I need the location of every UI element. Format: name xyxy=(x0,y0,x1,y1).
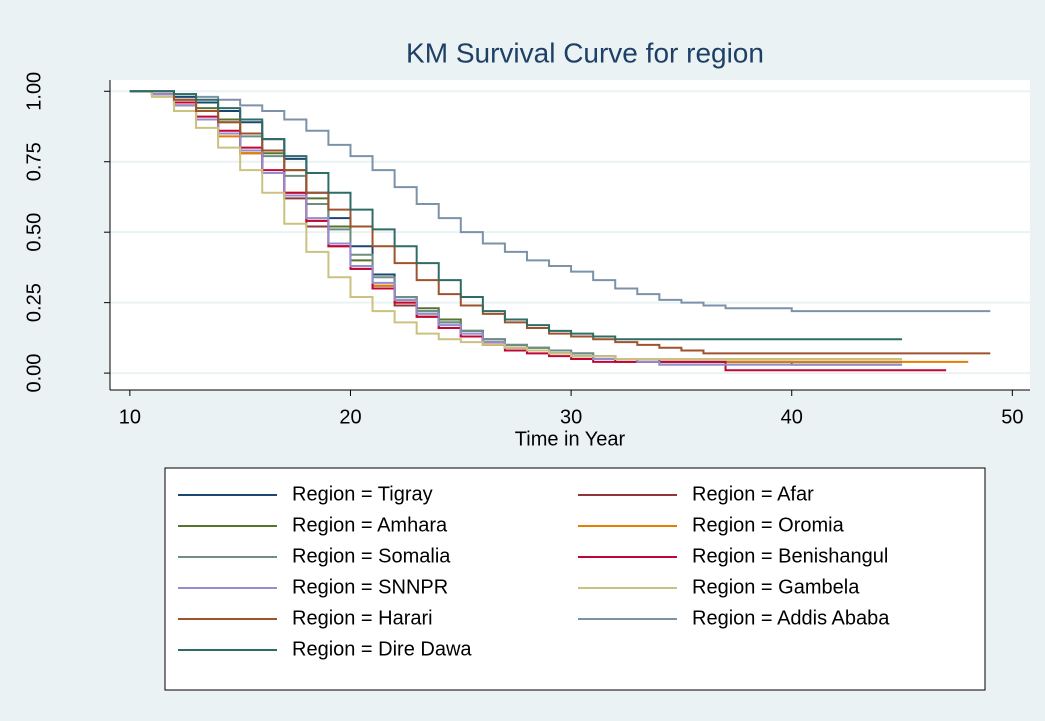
y-tick-label: 0.25 xyxy=(23,283,45,322)
x-tick-label: 30 xyxy=(560,406,582,428)
x-tick-label: 10 xyxy=(119,406,141,428)
x-tick-label: 20 xyxy=(339,406,361,428)
legend-label: Region = Amhara xyxy=(292,514,448,536)
legend-box xyxy=(164,467,986,691)
x-tick-label: 50 xyxy=(1001,406,1023,428)
legend-label: Region = Harari xyxy=(292,607,433,629)
y-tick-label: 0.50 xyxy=(23,213,45,252)
legend-label: Region = Oromia xyxy=(692,514,845,536)
legend-label: Region = Benishangul xyxy=(692,545,888,567)
legend-label: Region = SNNPR xyxy=(292,576,448,598)
chart-title: KM Survival Curve for region xyxy=(406,37,764,68)
legend-label: Region = Tigray xyxy=(292,483,433,505)
plot-area xyxy=(110,80,1030,390)
survival-curve xyxy=(129,90,903,360)
x-tick-label: 40 xyxy=(781,406,803,428)
survival-curve xyxy=(129,90,991,313)
legend-label: Region = Dire Dawa xyxy=(292,638,472,660)
legend-label: Region = Gambela xyxy=(692,576,860,598)
survival-curve xyxy=(129,90,903,341)
y-tick-label: 0.75 xyxy=(23,142,45,181)
y-tick-label: 0.00 xyxy=(23,354,45,393)
x-axis-label: Time in Year xyxy=(515,428,626,450)
legend-label: Region = Somalia xyxy=(292,545,451,567)
survival-curve xyxy=(129,90,903,366)
legend-label: Region = Afar xyxy=(692,483,814,505)
legend-label: Region = Addis Ababa xyxy=(692,607,890,629)
y-tick-label: 1.00 xyxy=(23,72,45,111)
